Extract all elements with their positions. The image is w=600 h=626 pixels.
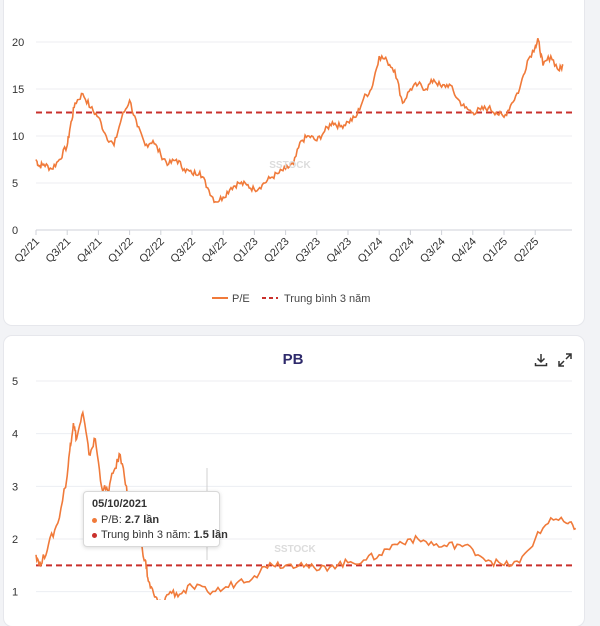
pe-y-tick-label: 5	[12, 178, 18, 190]
pb-y-axis: 1 2 3 4 5	[12, 376, 18, 599]
tooltip-pb-dot	[92, 517, 97, 523]
pe-y-tick-label: 10	[12, 131, 24, 143]
tooltip-pb-label: P/B:	[101, 514, 125, 526]
pb-y-tick-label: 3	[12, 481, 18, 493]
pb-series-line	[35, 409, 577, 600]
pe-y-tick-label: 0	[12, 225, 18, 237]
tooltip-avg-dot	[92, 532, 97, 538]
watermark-pb: SSTOCK	[274, 544, 316, 555]
tooltip-date: 05/10/2021	[92, 498, 148, 510]
pe-y-tick-label: 20	[12, 37, 24, 49]
tooltip-pb-row: P/B: 2.7 lần	[92, 513, 211, 528]
legend-average-label[interactable]: Trung bình 3 năm	[284, 293, 370, 305]
pe-y-axis: 0 5 10 15 20	[12, 37, 24, 237]
pb-y-tick-label: 1	[12, 587, 18, 599]
tooltip-pb-value: 2.7 lần	[124, 514, 160, 526]
pb-chart: PB 1 2 3 4 5 SSTOCK	[12, 351, 577, 600]
watermark-pe: SSTOCK	[269, 160, 311, 171]
pb-title: PB	[283, 351, 304, 368]
tooltip-avg-row: Trung bình 3 năm: 1.5 lần	[92, 528, 228, 543]
tooltip-avg-value: 1.5 lần	[193, 529, 228, 541]
hover-tooltip: 05/10/2021 P/B: 2.7 lần Trung bình 3 năm…	[83, 491, 228, 547]
pe-y-tick-label: 15	[12, 84, 24, 96]
pe-legend: P/E Trung bình 3 năm	[212, 293, 370, 305]
expand-icon[interactable]	[557, 352, 573, 368]
pb-gridlines	[36, 380, 572, 593]
pb-y-tick-label: 2	[12, 534, 18, 546]
pe-gridlines	[36, 41, 572, 231]
tooltip-avg-label: Trung bình 3 năm:	[101, 529, 194, 541]
pb-y-tick-label: 4	[12, 429, 18, 441]
pb-y-tick-label: 5	[12, 376, 18, 388]
download-icon[interactable]	[533, 352, 549, 368]
pe-series-line	[35, 37, 564, 204]
legend-pe-label[interactable]: P/E	[232, 293, 250, 305]
